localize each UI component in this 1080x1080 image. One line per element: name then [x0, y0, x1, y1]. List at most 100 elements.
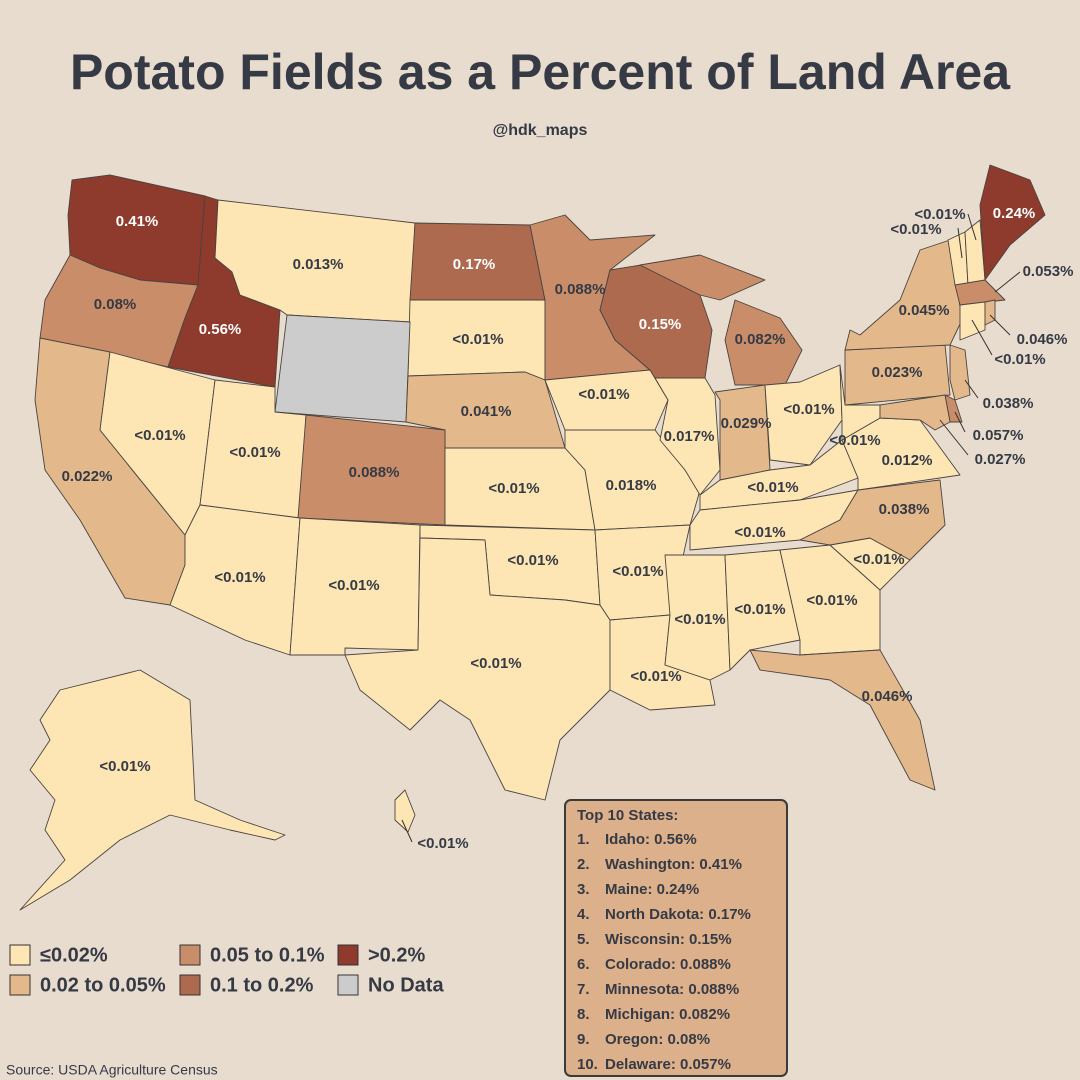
map-label: 0.41%	[116, 213, 159, 230]
top10-item: Oregon: 0.08%	[605, 1031, 710, 1048]
map-label: <0.01%	[734, 524, 785, 541]
map-label: 0.038%	[983, 395, 1034, 412]
state	[544, 369, 669, 431]
legend-label: No Data	[368, 974, 444, 996]
legend-swatch	[9, 974, 31, 996]
legend-label: 0.1 to 0.2%	[210, 974, 314, 996]
top10-rank: 6.	[577, 956, 590, 973]
top10-rank: 2.	[577, 856, 590, 873]
leader-line	[971, 319, 993, 356]
top10-background	[564, 799, 788, 1077]
map-label: <0.01%	[783, 401, 834, 418]
top10-rank: 7.	[577, 981, 590, 998]
top10-rank: 3.	[577, 881, 590, 898]
top10-rank: 8.	[577, 1006, 590, 1023]
state	[394, 789, 416, 833]
map-label: 0.08%	[94, 296, 137, 313]
source: Source: USDA Agriculture Census	[6, 1062, 218, 1078]
map-label: 0.057%	[973, 427, 1024, 444]
map-label: <0.01%	[914, 206, 965, 223]
map-label: 0.023%	[872, 364, 923, 381]
map-label: 0.017%	[664, 428, 715, 445]
map-label: 0.56%	[199, 321, 242, 338]
legend-swatch	[9, 944, 31, 966]
top10-item: Washington: 0.41%	[605, 856, 742, 873]
leaders	[401, 213, 1021, 843]
states	[19, 164, 1046, 911]
map-label: 0.046%	[862, 688, 913, 705]
map-label: <0.01%	[829, 432, 880, 449]
top10-rank: 9.	[577, 1031, 590, 1048]
title: Potato Fields as a Percent of Land Area	[70, 44, 1011, 100]
map-label: 0.053%	[1023, 263, 1074, 280]
top10-item: North Dakota: 0.17%	[605, 906, 751, 923]
leader-line	[964, 379, 979, 399]
top10-item: Colorado: 0.088%	[605, 956, 731, 973]
leader-line	[939, 419, 969, 456]
top10-list: 1. Idaho: 0.56% 2. Washington: 0.41% 3. Maine…	[577, 831, 751, 1073]
map-label: <0.01%	[452, 331, 503, 348]
top10-rank: 5.	[577, 931, 590, 948]
map-label: <0.01%	[734, 601, 785, 618]
map-labels: 0.41% 0.08% 0.56% 0.013% 0.17% 0.088% 0.…	[62, 205, 1074, 852]
map-label: <0.01%	[134, 427, 185, 444]
map-label: 0.24%	[993, 205, 1036, 222]
map-label: 0.041%	[461, 403, 512, 420]
map-label: <0.01%	[674, 611, 725, 628]
map-label: <0.01%	[994, 351, 1045, 368]
map-label: <0.01%	[229, 444, 280, 461]
top10-item: Idaho: 0.56%	[605, 831, 697, 848]
map-label: 0.027%	[975, 451, 1026, 468]
top10-item: Minnesota: 0.088%	[605, 981, 739, 998]
map-label: <0.01%	[747, 479, 798, 496]
map-label: <0.01%	[417, 835, 468, 852]
map-label: 0.088%	[555, 281, 606, 298]
map-label: 0.15%	[639, 316, 682, 333]
legend: ≤0.02% 0.05 to 0.1% >0.2% 0.02 to 0.05% 0.1 …	[9, 944, 444, 996]
map-label: <0.01%	[328, 577, 379, 594]
map-label: 0.17%	[453, 256, 496, 273]
top10-item: Wisconsin: 0.15%	[605, 931, 732, 948]
map-label: <0.01%	[853, 551, 904, 568]
state	[344, 537, 611, 801]
state	[749, 649, 936, 791]
state	[724, 549, 801, 671]
map-label: <0.01%	[890, 221, 941, 238]
legend-label: ≤0.02%	[40, 944, 108, 966]
state	[984, 299, 996, 326]
legend-label: >0.2%	[368, 944, 425, 966]
map-label: 0.082%	[735, 331, 786, 348]
state	[274, 314, 411, 423]
leader-line	[954, 411, 966, 433]
map-label: 0.046%	[1017, 331, 1068, 348]
state	[799, 479, 946, 561]
map-label: <0.01%	[214, 569, 265, 586]
state	[949, 344, 971, 401]
top10-rank: 1.	[577, 831, 590, 848]
map-label: 0.018%	[606, 477, 657, 494]
legend-swatch	[179, 944, 201, 966]
map-label: 0.029%	[721, 415, 772, 432]
legend-swatch	[337, 944, 359, 966]
map-label: <0.01%	[578, 386, 629, 403]
legend-swatch	[337, 974, 359, 996]
leader-line	[989, 314, 1011, 336]
state	[714, 384, 771, 481]
subtitle: @hdk_maps	[493, 122, 588, 139]
legend-swatch	[179, 974, 201, 996]
state	[19, 669, 286, 911]
map-label: <0.01%	[99, 758, 150, 775]
map-label: 0.045%	[899, 302, 950, 319]
map-label: 0.088%	[349, 464, 400, 481]
map-label: <0.01%	[507, 552, 558, 569]
leader-line	[967, 213, 977, 241]
leader-line	[994, 271, 1021, 293]
map-label: <0.01%	[612, 563, 663, 580]
top10-rank: 10.	[577, 1056, 598, 1073]
map-label: 0.013%	[293, 256, 344, 273]
map-label: 0.038%	[879, 501, 930, 518]
top10-box: Top 10 States: 1. Idaho: 0.56% 2. Washingto…	[564, 799, 788, 1077]
map-label: 0.022%	[62, 468, 113, 485]
legend-label: 0.02 to 0.05%	[40, 974, 166, 996]
